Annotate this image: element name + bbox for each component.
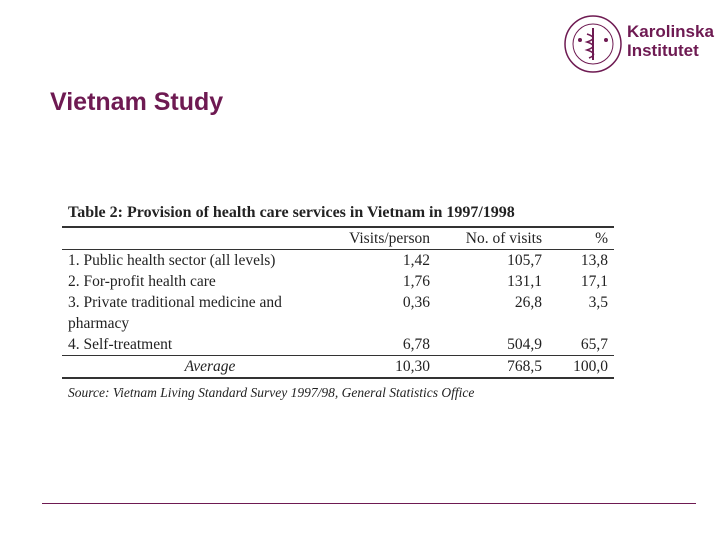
cell-no-visits: 131,1 — [507, 273, 542, 290]
seal-icon — [564, 15, 622, 73]
col-header-pct: % — [595, 229, 608, 247]
logo-wordmark: Karolinska Institutet — [627, 22, 714, 60]
table-row: 4. Self-treatment 6,78 504,9 65,7 — [62, 334, 614, 356]
avg-visits-person: 10,30 — [395, 358, 430, 375]
cell-visits-person: 1,42 — [402, 252, 430, 269]
cell-no-visits: 504,9 — [507, 336, 542, 353]
table-title: Table 2: Provision of health care servic… — [68, 204, 515, 221]
table-source: Source: Vietnam Living Standard Survey 1… — [68, 385, 475, 400]
cell-pct: 17,1 — [580, 273, 608, 290]
cell-pct: 65,7 — [580, 336, 608, 353]
table-row: 2. For-profit health care 1,76 131,1 17,… — [62, 271, 614, 292]
table-header-row: Visits/person No. of visits % — [62, 227, 614, 250]
health-table-figure: Table 2: Provision of health care servic… — [62, 200, 617, 401]
health-care-table: Visits/person No. of visits % 1. Public … — [62, 226, 614, 379]
footer-divider — [42, 503, 696, 504]
table-average-row: Average 10,30 768,5 100,0 — [62, 355, 614, 378]
cell-no-visits: 26,8 — [514, 294, 542, 311]
col-header-label — [62, 227, 324, 250]
average-label: Average — [184, 358, 236, 375]
logo-line-2: Institutet — [627, 41, 699, 60]
row-label: 1. Public health sector (all levels) — [68, 252, 276, 269]
table-row: 1. Public health sector (all levels) 1,4… — [62, 250, 614, 272]
table-row: 3. Private traditional medicine and phar… — [62, 292, 614, 334]
cell-visits-person: 0,36 — [402, 294, 430, 311]
cell-pct: 13,8 — [580, 252, 608, 269]
slide-title: Vietnam Study — [50, 88, 224, 116]
row-label: 4. Self-treatment — [68, 336, 173, 353]
avg-pct: 100,0 — [573, 358, 608, 375]
karolinska-logo — [560, 12, 720, 76]
row-label: 3. Private traditional medicine and phar… — [68, 294, 282, 332]
logo-line-1: Karolinska — [627, 22, 714, 41]
col-header-visits-person: Visits/person — [349, 229, 430, 247]
avg-no-visits: 768,5 — [507, 358, 542, 375]
col-header-no-visits: No. of visits — [465, 229, 542, 247]
row-label: 2. For-profit health care — [68, 273, 216, 290]
cell-visits-person: 6,78 — [402, 336, 430, 353]
cell-visits-person: 1,76 — [402, 273, 430, 290]
cell-pct: 3,5 — [588, 294, 608, 311]
cell-no-visits: 105,7 — [507, 252, 542, 269]
